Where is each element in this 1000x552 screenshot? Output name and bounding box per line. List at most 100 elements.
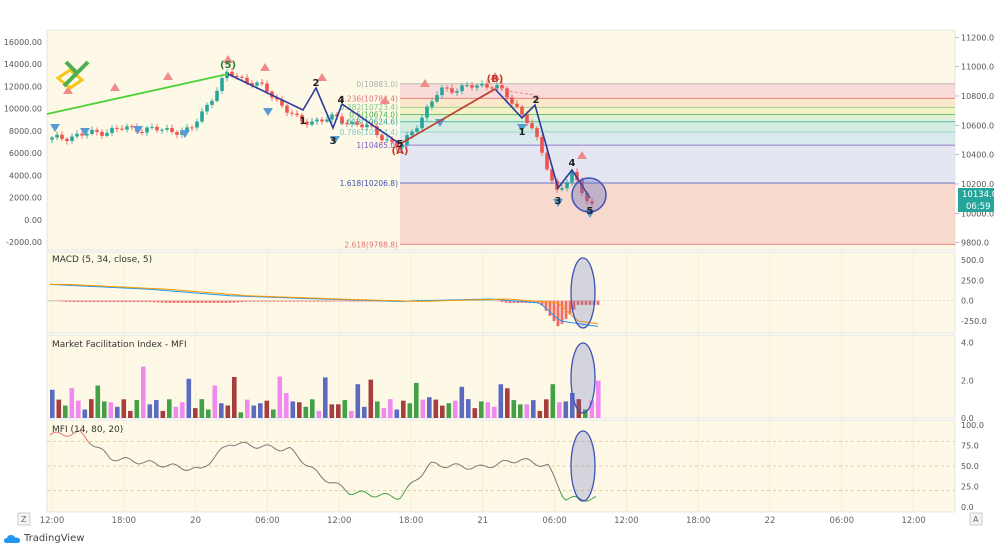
macd-histogram-bar	[164, 300, 168, 303]
mfi-bw-bar	[583, 409, 588, 418]
mfi-bw-bar	[56, 399, 62, 418]
candle-body	[60, 134, 64, 139]
candle-body	[145, 127, 149, 133]
candle-body	[175, 131, 179, 135]
macd-histogram-bar	[572, 300, 576, 310]
right-axis-tick-label: 10400.0	[961, 151, 994, 160]
mfi-line-segment	[481, 464, 486, 467]
mfi-line-segment	[121, 457, 126, 460]
mfi-line-segment	[178, 466, 183, 470]
mfi-line-segment	[388, 494, 393, 498]
macd-histogram-bar	[256, 300, 260, 302]
candle-body	[260, 82, 264, 84]
time-tick-label: 18:00	[112, 516, 137, 526]
mfi-bw-bar	[381, 408, 387, 418]
broker-logo	[55, 60, 90, 90]
mfi-line-segment	[199, 466, 204, 469]
candle-body	[160, 129, 164, 131]
fractal-up-marker	[380, 96, 390, 104]
mfi-bw-bar	[589, 400, 595, 418]
candle-body	[255, 82, 259, 86]
mfi-line-segment	[490, 466, 495, 469]
candle-body	[85, 133, 89, 136]
panel-bg-3	[46, 334, 956, 419]
mfi-line-segment	[154, 462, 159, 466]
timezone-toggle[interactable]	[17, 512, 31, 526]
mfi-line-segment	[313, 467, 318, 472]
candle-body	[395, 141, 399, 148]
candle-body	[240, 76, 244, 78]
candle-body	[280, 99, 284, 106]
mfi-bw-bar	[349, 410, 354, 418]
macd-histogram-bar	[136, 300, 140, 302]
mfi-line-segment	[232, 444, 237, 447]
candle-body	[465, 85, 469, 87]
mfi-line-segment	[319, 474, 324, 480]
macd-histogram-bar	[88, 300, 92, 302]
time-tick-label: 12:00	[901, 516, 926, 526]
fractal-down-marker	[553, 199, 563, 207]
candle-body	[235, 75, 239, 77]
macd-histogram-bar	[148, 300, 152, 302]
fractal-up-marker	[163, 72, 173, 80]
macd-histogram-bar	[540, 300, 544, 306]
macd-histogram-bar	[104, 300, 108, 302]
mfi-line-segment	[103, 450, 108, 455]
mfi-line-segment	[532, 462, 537, 466]
candle-body	[355, 121, 359, 125]
candle-body	[310, 121, 314, 125]
mfi-bw-bar	[446, 403, 452, 418]
mfi-bw-bar	[167, 399, 172, 418]
macd-histogram-bar	[328, 300, 332, 302]
mfi-bw-bar	[108, 402, 114, 418]
macd-histogram-bar	[480, 299, 484, 301]
candle-body	[245, 77, 249, 84]
panel-bg-2	[46, 251, 956, 334]
mfi-bw-bar	[134, 400, 140, 418]
mfi-bw-bar	[121, 399, 127, 418]
mfi-line-segment	[403, 487, 408, 493]
mfi-line-segment	[190, 467, 195, 470]
auto-scale-toggle[interactable]	[969, 512, 983, 526]
candle-body	[380, 135, 384, 141]
wave-line-blue-a	[227, 73, 401, 145]
fractal-up-marker	[577, 151, 587, 159]
macd-histogram-bar	[172, 300, 176, 303]
macd-histogram-bar	[548, 300, 552, 316]
candle-body	[470, 85, 474, 88]
mfi-line-segment	[52, 431, 57, 434]
mfi-line-segment	[229, 444, 234, 447]
mfi-line-segment	[223, 445, 228, 448]
mfi-bw-bar	[160, 410, 166, 418]
mfi-line-segment	[355, 491, 360, 494]
macd-histogram-bar	[488, 299, 492, 301]
candle-body	[400, 145, 404, 148]
wave-label: 5	[397, 139, 404, 150]
time-tick-label: 06:00	[542, 516, 567, 526]
candle-body	[585, 193, 589, 202]
fractal-up-marker	[110, 83, 120, 91]
mfi-bw-bar	[576, 399, 582, 418]
mfi-line-segment	[499, 460, 504, 463]
candle-body	[525, 114, 529, 124]
wave-label: 5	[587, 206, 594, 217]
mfi-line-segment	[361, 490, 366, 493]
candle-body	[360, 124, 364, 128]
candle-body	[95, 129, 99, 132]
mfi-bw-bar	[186, 378, 192, 418]
mfi-bw-bar	[323, 377, 328, 418]
mfi-line-segment	[256, 447, 261, 449]
mfi-line-segment	[352, 492, 357, 495]
macd-histogram-bar	[52, 300, 56, 302]
mfi-bw-bar	[76, 400, 81, 418]
wave-line-red-b	[399, 88, 496, 145]
candle-body	[215, 90, 219, 101]
candle-body	[390, 139, 394, 142]
mfi-bw-bar	[492, 406, 497, 418]
macd-histogram-bar	[532, 300, 536, 303]
mfi-bw-bar	[219, 403, 224, 418]
mfi-bw-bar	[407, 403, 413, 418]
fib-band	[400, 114, 955, 122]
macd-histogram-bar	[280, 300, 284, 302]
